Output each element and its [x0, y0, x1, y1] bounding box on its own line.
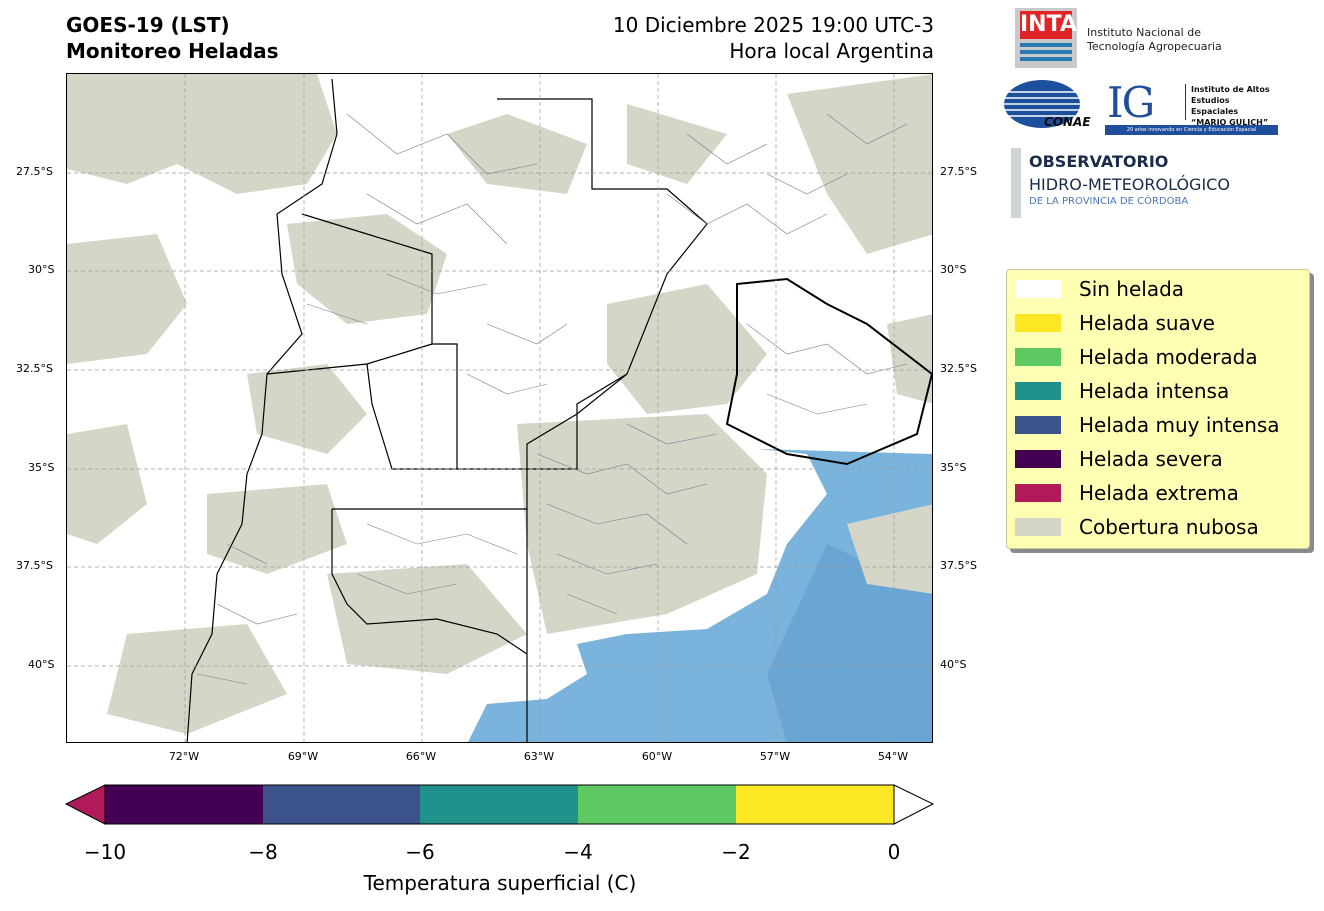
- ig-logo-mark: IG: [1107, 78, 1155, 127]
- legend-label: Sin helada: [1079, 277, 1185, 301]
- legend-swatch-helada-moderada: [1015, 348, 1061, 366]
- legend-label: Helada intensa: [1079, 379, 1230, 403]
- lon-label-1: 69°W: [287, 750, 319, 763]
- legend-swatch-sin-helada: [1015, 280, 1061, 298]
- lon-label-0: 72°W: [168, 750, 200, 763]
- satellite-title: GOES-19 (LST): [66, 13, 230, 37]
- legend-swatch-helada-suave: [1015, 314, 1061, 332]
- lon-label-6: 54°W: [877, 750, 909, 763]
- ig-name-line1: Instituto de Altos: [1191, 85, 1270, 94]
- legend-label: Helada moderada: [1079, 345, 1258, 369]
- colorbar-tick-2: −6: [405, 840, 435, 864]
- colorbar-tick-5: 0: [887, 840, 901, 864]
- lat-label-left-0: 27.5°S: [16, 165, 53, 178]
- colorbar-tick-3: −4: [563, 840, 593, 864]
- legend-swatch-helada-severa: [1015, 450, 1061, 468]
- legend-item-helada-severa: Helada severa: [1015, 445, 1223, 473]
- colorbar-segment-moderada: [578, 785, 736, 824]
- lat-label-left-2: 32.5°S: [16, 362, 53, 375]
- legend-label: Cobertura nubosa: [1079, 515, 1259, 539]
- observatorio-line3: DE LA PROVINCIA DE CÓRDOBA: [1029, 196, 1189, 207]
- map-datetime: 10 Diciembre 2025 19:00 UTC-3 Hora local…: [613, 12, 934, 64]
- lon-label-2: 66°W: [405, 750, 437, 763]
- legend-item-helada-moderada: Helada moderada: [1015, 343, 1258, 371]
- legend-swatch-helada-extrema: [1015, 484, 1061, 502]
- lat-label-right-5: 40°S: [940, 658, 967, 671]
- inta-name-line1: Instituto Nacional de: [1087, 26, 1201, 39]
- observatorio-logo: OBSERVATORIO HIDRO-METEOROLÓGICO DE LA P…: [1011, 148, 1241, 218]
- inta-logo: INTA: [1015, 8, 1077, 68]
- observatorio-line1: OBSERVATORIO: [1029, 152, 1169, 171]
- department-borders: [196, 113, 908, 685]
- legend-item-cobertura-nubosa: Cobertura nubosa: [1015, 513, 1259, 541]
- inta-name-line2: Tecnología Agropecuaria: [1087, 40, 1222, 53]
- colorbar-segment-severa: [105, 785, 263, 824]
- legend-label: Helada suave: [1079, 311, 1215, 335]
- lon-label-5: 57°W: [759, 750, 791, 763]
- lat-label-left-3: 35°S: [28, 461, 55, 474]
- legend-swatch-helada-intensa: [1015, 382, 1061, 400]
- lon-label-4: 60°W: [641, 750, 673, 763]
- colorbar-title: Temperatura superficial (C): [363, 871, 637, 895]
- legend-swatch-cobertura-nubosa: [1015, 518, 1061, 536]
- date-label: 10 Diciembre 2025 19:00 UTC-3: [612, 13, 934, 37]
- colorbar-over-arrow: [893, 784, 935, 825]
- legend-item-helada-extrema: Helada extrema: [1015, 479, 1239, 507]
- observatorio-line2: HIDRO-METEOROLÓGICO: [1029, 175, 1230, 194]
- legend-label: Helada extrema: [1079, 481, 1239, 505]
- colorbar-tick-0: −10: [83, 840, 127, 864]
- colorbar-under-arrow: [64, 784, 106, 825]
- inta-name: Instituto Nacional de Tecnología Agropec…: [1087, 26, 1222, 54]
- frost-legend: Sin helada Helada suave Helada moderada …: [1006, 269, 1310, 549]
- legend-item-helada-muy-intensa: Helada muy intensa: [1015, 411, 1280, 439]
- map-panel: [66, 73, 933, 743]
- lon-label-3: 63°W: [523, 750, 555, 763]
- conae-globe-icon: [1004, 80, 1080, 128]
- uruguay-border: [725, 277, 932, 466]
- ig-name-line2: Estudios Espaciales: [1191, 96, 1239, 116]
- colorbar: [64, 784, 935, 825]
- legend-item-helada-suave: Helada suave: [1015, 309, 1215, 337]
- colorbar-segment-intensa: [420, 785, 578, 824]
- product-title: Monitoreo Heladas: [66, 39, 279, 63]
- conae-logo: CONAE: [1004, 78, 1091, 132]
- legend-label: Helada muy intensa: [1079, 413, 1280, 437]
- lat-label-right-4: 37.5°S: [940, 559, 977, 572]
- ig-name-line3: “MARIO GULICH”: [1191, 118, 1269, 127]
- frost-map: [67, 74, 932, 742]
- lat-label-right-2: 32.5°S: [940, 362, 977, 375]
- legend-item-helada-intensa: Helada intensa: [1015, 377, 1229, 405]
- lat-label-left-1: 30°S: [28, 263, 55, 276]
- ig-name: Instituto de Altos Estudios Espaciales “…: [1191, 84, 1278, 128]
- lat-label-left-5: 40°S: [28, 658, 55, 671]
- colorbar-tick-1: −8: [248, 840, 278, 864]
- map-title: GOES-19 (LST) Monitoreo Heladas: [66, 12, 279, 64]
- local-time-label: Hora local Argentina: [729, 39, 934, 63]
- inta-logo-mark: INTA: [1020, 12, 1077, 37]
- lat-label-right-3: 35°S: [940, 461, 967, 474]
- legend-label: Helada severa: [1079, 447, 1223, 471]
- cloud-cover: [67, 74, 932, 734]
- ig-tagline: 20 años innovando en Ciencia y Educación…: [1105, 125, 1278, 135]
- lat-label-right-0: 27.5°S: [940, 165, 977, 178]
- colorbar-segment-muy-intensa: [263, 785, 420, 824]
- conae-text: CONAE: [1044, 115, 1091, 129]
- colorbar-tick-4: −2: [721, 840, 751, 864]
- legend-swatch-helada-muy-intensa: [1015, 416, 1061, 434]
- colorbar-segment-suave: [736, 785, 894, 824]
- lat-label-right-1: 30°S: [940, 263, 967, 276]
- lat-label-left-4: 37.5°S: [16, 559, 53, 572]
- legend-item-sin-helada: Sin helada: [1015, 275, 1184, 303]
- graticule: [67, 74, 932, 742]
- ocean-shade: [767, 544, 932, 742]
- ig-logo: IG Instituto de Altos Estudios Espaciale…: [1105, 78, 1278, 136]
